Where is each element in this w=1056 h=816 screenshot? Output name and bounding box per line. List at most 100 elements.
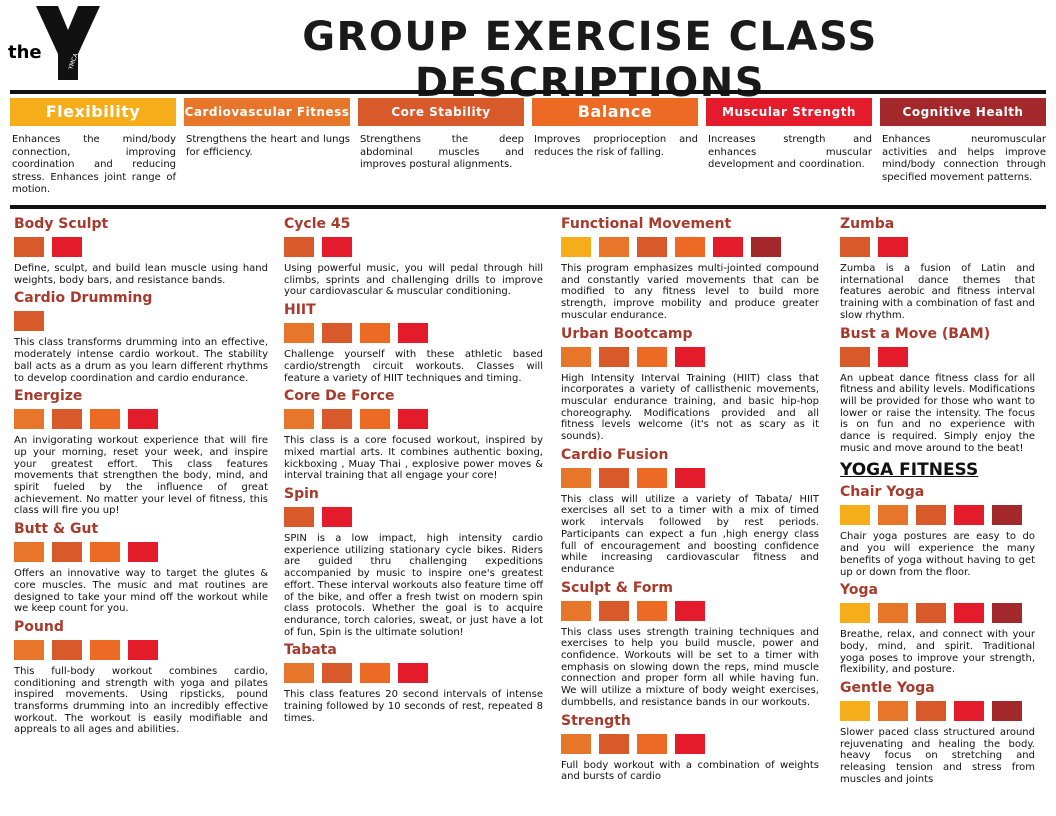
rule — [10, 90, 1046, 94]
swatch — [840, 701, 870, 722]
swatch — [14, 542, 44, 563]
class-name: Cycle 45 — [284, 216, 351, 232]
class-name: Energize — [14, 388, 83, 405]
swatch — [322, 663, 352, 684]
swatch — [284, 237, 314, 257]
class-description: Zumba is a fusion of Latin and internati… — [840, 263, 1035, 321]
swatch — [751, 237, 781, 257]
swatches — [840, 603, 1035, 624]
swatch — [52, 542, 82, 563]
swatch — [90, 542, 120, 563]
swatch — [954, 505, 984, 526]
swatches — [14, 639, 268, 660]
class-description: Breathe, relax, and connect with your bo… — [840, 629, 1035, 676]
swatch — [916, 603, 946, 624]
swatches — [14, 237, 268, 257]
swatch — [322, 409, 352, 430]
class-description: This class transforms drumming into an e… — [14, 337, 268, 384]
swatches — [284, 663, 543, 684]
swatch — [599, 346, 629, 367]
swatch — [284, 409, 314, 430]
class-description: Chair yoga postures are easy to do and y… — [840, 531, 1035, 578]
swatch — [840, 237, 870, 257]
class-name: HIIT — [284, 302, 316, 319]
category-label: Flexibility — [10, 98, 176, 126]
swatch — [675, 467, 705, 488]
swatches — [840, 346, 1035, 367]
swatch — [675, 600, 705, 621]
swatch — [599, 467, 629, 488]
swatch — [14, 409, 44, 430]
swatches — [561, 467, 819, 488]
class-name: Chair Yoga — [840, 484, 925, 501]
swatches — [840, 505, 1035, 526]
class-description: This class is a core focused workout, in… — [284, 435, 543, 482]
swatch — [14, 311, 44, 332]
class-description: An invigorating workout experience that … — [14, 435, 268, 517]
logo: the YMCA — [8, 6, 100, 80]
swatches — [561, 600, 819, 621]
swatch — [284, 663, 314, 684]
class-description: High Intensity Interval Training (HIIT) … — [561, 372, 819, 443]
swatch — [840, 603, 870, 624]
swatch — [52, 237, 82, 257]
swatch — [840, 346, 870, 367]
swatch — [878, 701, 908, 722]
class-name: Gentle Yoga — [840, 680, 935, 697]
class-description: Slower paced class structured around rej… — [840, 727, 1035, 785]
swatches — [561, 237, 819, 257]
swatch — [90, 639, 120, 660]
swatch — [840, 505, 870, 526]
class-description: This full-body workout combines cardio, … — [14, 665, 268, 736]
rule — [10, 205, 1046, 209]
column: Cycle 45 Using powerful music, you will p… — [284, 212, 543, 728]
swatch — [360, 409, 390, 430]
swatch — [561, 346, 591, 367]
swatch — [284, 323, 314, 344]
class-description: This program emphasizes multi-jointed co… — [561, 263, 819, 321]
swatch — [599, 733, 629, 754]
column: Zumba Zumba is a fusion of Latin and inte… — [840, 212, 1035, 790]
class-description: Full body workout with a combination of … — [561, 759, 819, 783]
swatches — [561, 346, 819, 367]
swatch — [637, 237, 667, 257]
class-name: Zumba — [840, 216, 895, 232]
swatch — [878, 505, 908, 526]
class-name: Sculpt & Form — [561, 579, 673, 596]
swatch — [992, 603, 1022, 624]
category-description: Improves proprioception and reduces the … — [534, 134, 698, 158]
swatch — [14, 639, 44, 660]
category-label: Balance — [532, 98, 698, 126]
swatches — [284, 323, 543, 344]
swatch — [599, 600, 629, 621]
category-label: Cardiovascular Fitness — [184, 98, 350, 126]
swatch — [675, 346, 705, 367]
class-description: This class will utilize a variety of Tab… — [561, 493, 819, 575]
class-description: Challenge yourself with these athletic b… — [284, 349, 543, 384]
logo-word: the — [8, 42, 42, 63]
class-name: Yoga — [840, 582, 878, 599]
swatch — [284, 507, 314, 528]
swatch — [916, 505, 946, 526]
class-name: Butt & Gut — [14, 521, 99, 538]
swatches — [284, 507, 543, 528]
class-description: Offers an innovative way to target the g… — [14, 568, 268, 615]
swatch — [878, 603, 908, 624]
swatch — [322, 323, 352, 344]
class-description: Using powerful music, you will pedal thr… — [284, 263, 543, 298]
category-label: Core Stability — [358, 98, 524, 126]
swatches — [14, 542, 268, 563]
swatch — [675, 733, 705, 754]
swatch — [916, 701, 946, 722]
category-description: Strengthens the deep abdominal muscles a… — [360, 134, 524, 170]
swatch — [954, 701, 984, 722]
swatch — [561, 733, 591, 754]
swatch — [90, 409, 120, 430]
class-name: Strength — [561, 712, 631, 729]
swatches — [284, 409, 543, 430]
category-label: Muscular Strength — [706, 98, 872, 126]
swatch — [128, 542, 158, 563]
swatches — [840, 701, 1035, 722]
swatches — [14, 409, 268, 430]
swatch — [992, 701, 1022, 722]
